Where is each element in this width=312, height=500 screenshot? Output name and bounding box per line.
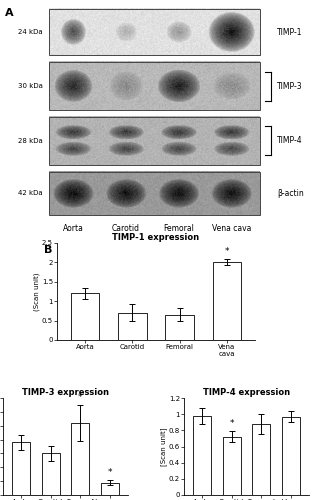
Text: *: * [78, 393, 83, 402]
Bar [223, 437, 241, 495]
Bar [282, 416, 300, 495]
Bar [49, 62, 260, 110]
Bar [49, 10, 260, 56]
Text: 24 kDa: 24 kDa [18, 30, 43, 36]
Text: *: * [108, 468, 112, 477]
Text: Aorta: Aorta [63, 224, 84, 233]
Text: 30 kDa: 30 kDa [18, 83, 43, 89]
Text: Femoral: Femoral [163, 224, 194, 233]
Bar [252, 424, 270, 495]
Text: β-actin: β-actin [277, 189, 304, 198]
Text: B: B [44, 245, 53, 255]
Y-axis label: (Scan unit): (Scan unit) [34, 272, 40, 310]
Bar [118, 313, 147, 340]
Bar [71, 423, 89, 495]
Text: *: * [224, 248, 229, 256]
Bar [71, 294, 100, 340]
Bar [49, 117, 260, 165]
Text: TIMP-1: TIMP-1 [277, 28, 302, 37]
Text: A: A [5, 8, 13, 18]
Y-axis label: [Scan unit]: [Scan unit] [161, 428, 167, 466]
Text: TIMP-3: TIMP-3 [277, 82, 302, 90]
Text: 42 kDa: 42 kDa [18, 190, 43, 196]
Title: TIMP-1 expression: TIMP-1 expression [112, 233, 200, 242]
Bar [165, 314, 194, 340]
Title: TIMP-3 expression: TIMP-3 expression [22, 388, 109, 398]
Bar [212, 262, 241, 340]
Text: TIMP-4: TIMP-4 [277, 136, 302, 145]
Bar [49, 172, 260, 216]
Bar [42, 454, 60, 495]
Title: TIMP-4 expression: TIMP-4 expression [203, 388, 290, 398]
Text: Carotid: Carotid [112, 224, 140, 233]
Bar [12, 442, 30, 495]
Bar [101, 482, 119, 495]
Text: Vena cava: Vena cava [212, 224, 251, 233]
Text: 28 kDa: 28 kDa [18, 138, 43, 144]
Bar [193, 416, 211, 495]
Text: *: * [229, 420, 234, 428]
